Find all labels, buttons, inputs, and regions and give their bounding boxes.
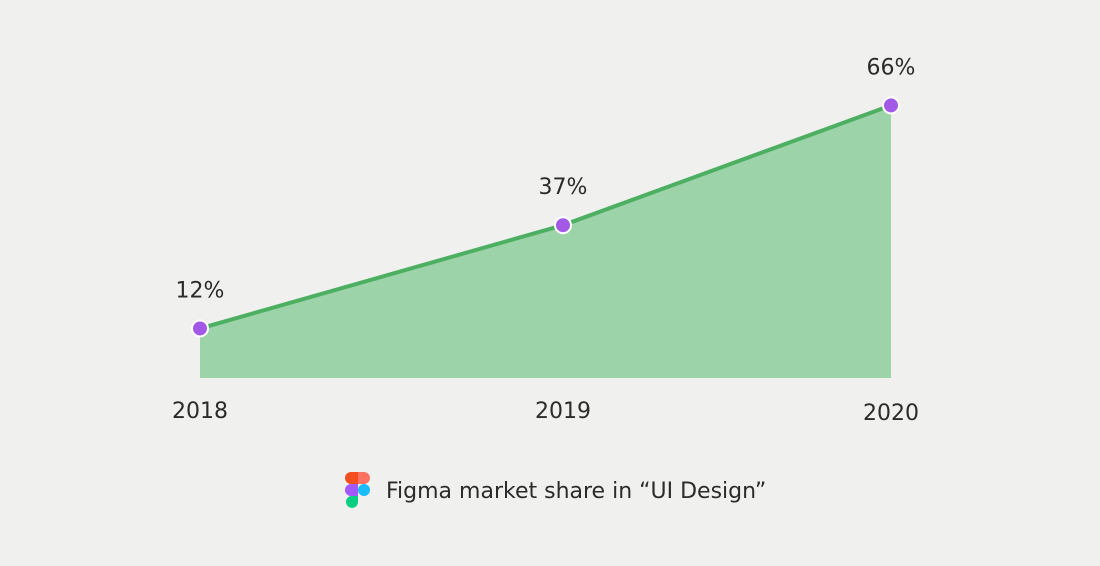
- legend-label: Figma market share in “UI Design”: [386, 479, 766, 504]
- x-tick-label: 2020: [863, 401, 919, 426]
- value-label: 37%: [539, 175, 588, 200]
- marker: [191, 319, 209, 338]
- value-label: 66%: [867, 55, 916, 80]
- marker: [882, 96, 900, 115]
- marker: [554, 216, 572, 235]
- figma-icon: [345, 472, 370, 508]
- area-fill: [200, 105, 891, 379]
- value-label: 12%: [176, 278, 225, 303]
- x-tick-label: 2018: [172, 399, 228, 424]
- x-tick-label: 2019: [535, 399, 591, 424]
